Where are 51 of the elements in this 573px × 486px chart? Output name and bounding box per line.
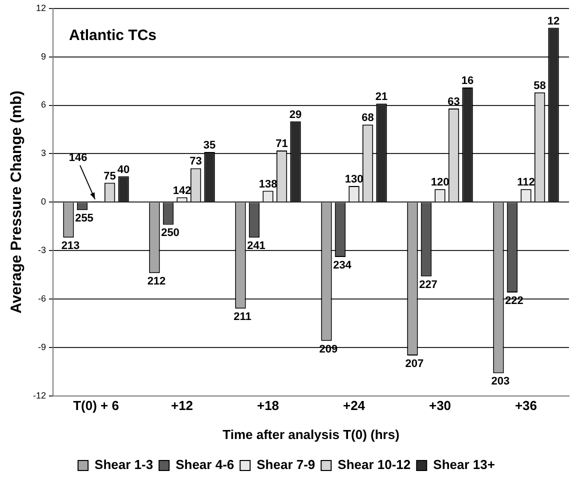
x-tick-label: +24: [342, 398, 366, 414]
x-tick-label: +36: [514, 398, 538, 414]
annotation: 212: [147, 276, 166, 288]
annotation: 250: [161, 227, 180, 240]
annotation: 35: [203, 140, 216, 152]
y-tick-label: 6: [40, 100, 46, 110]
annotation: 112: [517, 176, 535, 189]
annotation: 73: [190, 156, 202, 168]
x-tick-label: +12: [170, 398, 194, 414]
annotation: 146: [68, 152, 88, 164]
x-axis-title: Time after analysis T(0) (hrs): [222, 426, 400, 442]
x-tick-label: T(0) + 6: [73, 398, 119, 414]
y-tick-label: 12: [36, 2, 46, 13]
annotation: 211: [234, 311, 252, 324]
annotation: 203: [491, 376, 510, 388]
annotation: 130: [344, 173, 364, 186]
legend-label: Shear 1-3: [94, 457, 154, 472]
y-tick-label: -12: [32, 390, 46, 400]
text: Atlantic TCs: [69, 27, 157, 44]
annotation: 227: [419, 278, 438, 291]
y-tick-label: -3: [38, 245, 46, 256]
annotation: 241: [247, 240, 266, 252]
x-tick-label: +18: [256, 398, 280, 414]
annotation: 213: [61, 240, 80, 252]
y-tick-label: 3: [40, 148, 46, 158]
annotation: 207: [405, 358, 424, 370]
y-tick-label: -9: [38, 342, 46, 352]
annotation: 29: [289, 108, 302, 121]
annotation: 58: [534, 80, 546, 92]
annotation: 138: [258, 178, 278, 190]
annotation: 142: [172, 184, 192, 197]
legend-label: Shear 10-12: [338, 457, 411, 472]
legend-label: Shear 7-9: [256, 457, 316, 472]
y-tick-label: -6: [38, 293, 46, 304]
y-axis-title: Average Pressure Change (mb): [8, 90, 26, 314]
annotation: 16: [461, 75, 474, 88]
legend-label: Shear 4-6: [176, 457, 234, 472]
annotation: 40: [117, 164, 130, 176]
annotation: 63: [448, 96, 460, 108]
annotation: 68: [362, 112, 374, 124]
annotation: 12: [547, 15, 560, 28]
legend-label: Shear 13+: [433, 457, 496, 472]
annotation: 21: [375, 91, 388, 104]
annotation: 71: [276, 138, 288, 150]
y-tick-label: 9: [40, 51, 46, 62]
x-tick-label: +30: [428, 398, 452, 414]
annotation: 120: [430, 176, 450, 189]
annotation: 255: [75, 212, 94, 225]
annotation: 75: [104, 170, 116, 182]
annotation: 234: [333, 260, 352, 272]
y-tick-label: 0: [40, 196, 46, 207]
